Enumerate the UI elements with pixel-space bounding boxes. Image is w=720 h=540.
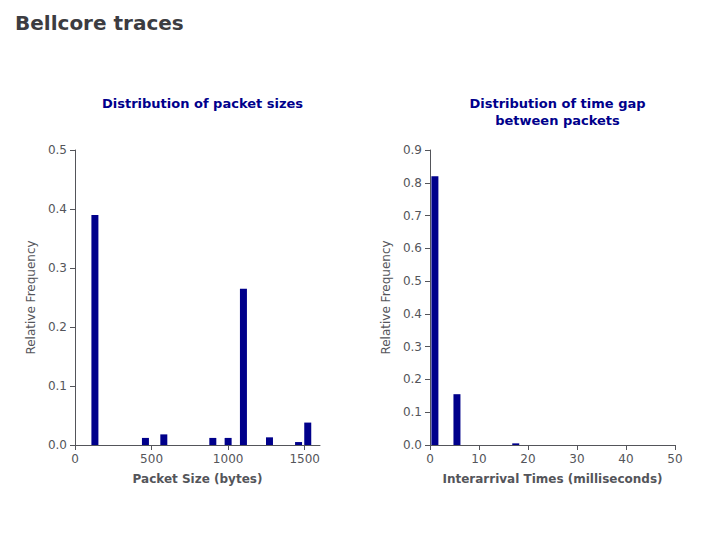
svg-text:0.7: 0.7 (403, 209, 422, 223)
svg-text:0.0: 0.0 (48, 438, 67, 452)
svg-text:50: 50 (667, 452, 682, 466)
svg-text:0.3: 0.3 (48, 261, 67, 275)
svg-text:0.5: 0.5 (403, 274, 422, 288)
svg-text:0: 0 (426, 452, 434, 466)
svg-text:10: 10 (471, 452, 486, 466)
svg-text:20: 20 (520, 452, 535, 466)
svg-text:0.5: 0.5 (48, 143, 67, 157)
svg-text:0.4: 0.4 (48, 202, 67, 216)
svg-text:40: 40 (618, 452, 633, 466)
svg-text:Distribution of time gap: Distribution of time gap (469, 96, 645, 111)
svg-text:Interarrival Times (millisecon: Interarrival Times (milliseconds) (442, 472, 662, 486)
svg-text:0.1: 0.1 (48, 379, 67, 393)
svg-text:500: 500 (140, 452, 163, 466)
svg-text:0.1: 0.1 (403, 405, 422, 419)
svg-text:0.0: 0.0 (403, 438, 422, 452)
svg-text:0.8: 0.8 (403, 176, 422, 190)
svg-text:Distribution of packet sizes: Distribution of packet sizes (102, 96, 303, 111)
svg-text:30: 30 (569, 452, 584, 466)
svg-text:1000: 1000 (213, 452, 244, 466)
svg-text:0.2: 0.2 (403, 372, 422, 386)
svg-text:Packet Size (bytes): Packet Size (bytes) (133, 472, 263, 486)
svg-text:Relative Frequency: Relative Frequency (24, 240, 38, 354)
svg-text:0.3: 0.3 (403, 340, 422, 354)
svg-text:Bellcore traces: Bellcore traces (15, 11, 184, 35)
svg-text:0.4: 0.4 (403, 307, 422, 321)
svg-text:0.2: 0.2 (48, 320, 67, 334)
svg-text:0: 0 (71, 452, 79, 466)
svg-text:between packets: between packets (495, 113, 620, 128)
svg-text:Relative Frequency: Relative Frequency (379, 240, 393, 354)
svg-text:0.9: 0.9 (403, 143, 422, 157)
svg-text:0.6: 0.6 (403, 241, 422, 255)
svg-text:1500: 1500 (289, 452, 320, 466)
